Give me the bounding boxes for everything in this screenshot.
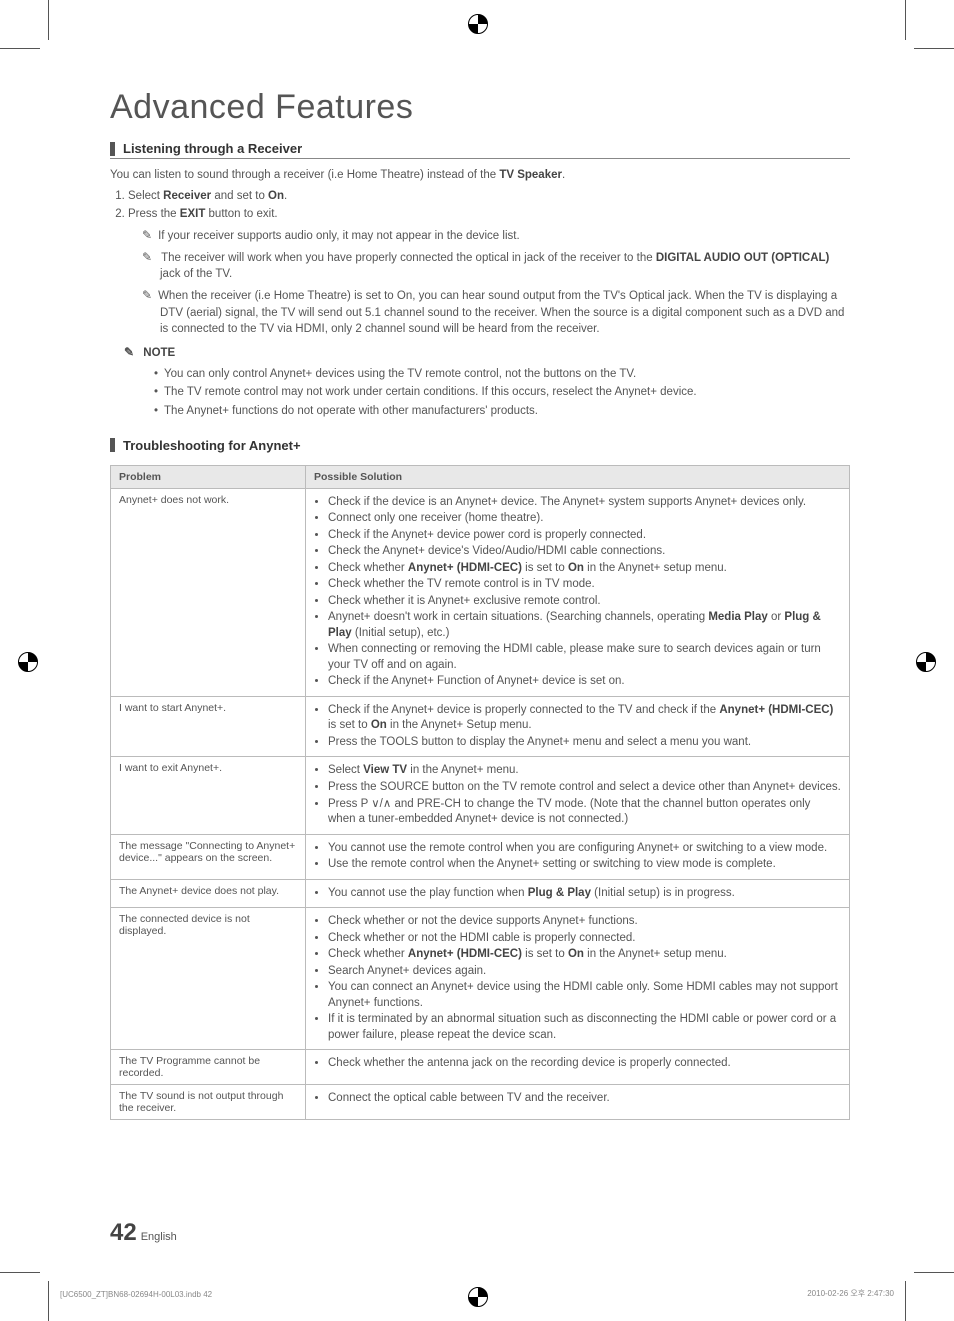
solution-item: You cannot use the play function when Pl… bbox=[328, 886, 841, 902]
solution-item: Search Anynet+ devices again. bbox=[328, 964, 841, 980]
table-row: I want to start Anynet+. Check if the Any… bbox=[111, 696, 850, 757]
solution-item: Check if the Anynet+ Function of Anynet+… bbox=[328, 674, 841, 690]
solution-cell: Check whether the antenna jack on the re… bbox=[306, 1050, 850, 1085]
problem-cell: The connected device is not displayed. bbox=[111, 908, 306, 1050]
solution-item: If it is terminated by an abnormal situa… bbox=[328, 1012, 841, 1043]
page-content: Advanced Features Listening through a Re… bbox=[110, 88, 850, 1120]
problem-cell: The message "Connecting to Anynet+ devic… bbox=[111, 834, 306, 879]
print-mark-bottom bbox=[468, 1287, 488, 1307]
receiver-notes: If your receiver supports audio only, it… bbox=[142, 227, 850, 338]
steps-list: Select Receiver and set to On. Press the… bbox=[110, 188, 850, 223]
table-row: The TV sound is not output through the r… bbox=[111, 1085, 850, 1120]
footer-filename: [UC6500_ZT]BN68-02694H-00L03.indb 42 bbox=[60, 1290, 212, 1299]
solution-item: Check the Anynet+ device's Video/Audio/H… bbox=[328, 544, 841, 560]
solution-item: You cannot use the remote control when y… bbox=[328, 841, 841, 857]
solution-item: Check if the Anynet+ device power cord i… bbox=[328, 528, 841, 544]
problem-cell: The TV sound is not output through the r… bbox=[111, 1085, 306, 1120]
solution-item: Check whether Anynet+ (HDMI-CEC) is set … bbox=[328, 947, 841, 963]
footer-timestamp: 2010-02-26 오후 2:47:30 bbox=[807, 1288, 894, 1299]
solution-item: Connect the optical cable between TV and… bbox=[328, 1091, 841, 1107]
solution-item: Check if the Anynet+ device is properly … bbox=[328, 703, 841, 734]
solution-cell: Check if the device is an Anynet+ device… bbox=[306, 488, 850, 696]
step-2: Press the EXIT button to exit. bbox=[128, 206, 850, 223]
problem-cell: The TV Programme cannot be recorded. bbox=[111, 1050, 306, 1085]
solution-item: Check whether or not the device supports… bbox=[328, 914, 841, 930]
solution-cell: Connect the optical cable between TV and… bbox=[306, 1085, 850, 1120]
table-row: The TV Programme cannot be recorded. Chec… bbox=[111, 1050, 850, 1085]
table-row: Anynet+ does not work. Check if the devic… bbox=[111, 488, 850, 696]
solution-item: Select View TV in the Anynet+ menu. bbox=[328, 763, 841, 779]
solution-item: Use the remote control when the Anynet+ … bbox=[328, 857, 841, 873]
page-number: 42English bbox=[110, 1219, 177, 1247]
solution-item: Press P ∨/∧ and PRE-CH to change the TV … bbox=[328, 797, 841, 828]
solution-item: Check whether Anynet+ (HDMI-CEC) is set … bbox=[328, 561, 841, 577]
intro-text: You can listen to sound through a receiv… bbox=[110, 167, 850, 184]
print-mark-left bbox=[18, 652, 38, 672]
section-troubleshoot-heading: Troubleshooting for Anynet+ bbox=[110, 438, 850, 455]
solution-item: Check whether the antenna jack on the re… bbox=[328, 1056, 841, 1072]
note-heading: NOTE bbox=[124, 344, 850, 362]
problem-cell: The Anynet+ device does not play. bbox=[111, 879, 306, 908]
print-mark-top bbox=[468, 14, 488, 34]
col-solution: Possible Solution bbox=[306, 465, 850, 488]
problem-cell: Anynet+ does not work. bbox=[111, 488, 306, 696]
solution-cell: Check if the Anynet+ device is properly … bbox=[306, 696, 850, 757]
table-row: The message "Connecting to Anynet+ devic… bbox=[111, 834, 850, 879]
solution-cell: You cannot use the remote control when y… bbox=[306, 834, 850, 879]
solution-cell: Select View TV in the Anynet+ menu.Press… bbox=[306, 757, 850, 834]
table-row: The Anynet+ device does not play. You can… bbox=[111, 879, 850, 908]
problem-cell: I want to exit Anynet+. bbox=[111, 757, 306, 834]
solution-cell: Check whether or not the device supports… bbox=[306, 908, 850, 1050]
note-c: When the receiver (i.e Home Theatre) is … bbox=[142, 287, 850, 338]
troubleshoot-table: Problem Possible Solution Anynet+ does n… bbox=[110, 465, 850, 1120]
note-a: If your receiver supports audio only, it… bbox=[142, 227, 850, 245]
solution-item: Check if the device is an Anynet+ device… bbox=[328, 495, 841, 511]
note-bullet-2: The TV remote control may not work under… bbox=[154, 384, 850, 401]
note-b: The receiver will work when you have pro… bbox=[142, 249, 850, 283]
solution-item: Anynet+ doesn't work in certain situatio… bbox=[328, 610, 841, 641]
solution-item: Connect only one receiver (home theatre)… bbox=[328, 511, 841, 527]
page-title: Advanced Features bbox=[110, 88, 850, 127]
table-row: The connected device is not displayed. Ch… bbox=[111, 908, 850, 1050]
note-bullet-3: The Anynet+ functions do not operate wit… bbox=[154, 403, 850, 420]
col-problem: Problem bbox=[111, 465, 306, 488]
solution-cell: You cannot use the play function when Pl… bbox=[306, 879, 850, 908]
solution-item: Check whether it is Anynet+ exclusive re… bbox=[328, 594, 841, 610]
note-bullet-1: You can only control Anynet+ devices usi… bbox=[154, 366, 850, 383]
solution-item: You can connect an Anynet+ device using … bbox=[328, 980, 841, 1011]
print-mark-right bbox=[916, 652, 936, 672]
section-listening-heading: Listening through a Receiver bbox=[110, 141, 850, 159]
solution-item: Check whether the TV remote control is i… bbox=[328, 577, 841, 593]
solution-item: Check whether or not the HDMI cable is p… bbox=[328, 931, 841, 947]
table-row: I want to exit Anynet+.Select View TV in… bbox=[111, 757, 850, 834]
solution-item: Press the TOOLS button to display the An… bbox=[328, 735, 841, 751]
note-bullets: You can only control Anynet+ devices usi… bbox=[154, 366, 850, 420]
problem-cell: I want to start Anynet+. bbox=[111, 696, 306, 757]
step-1: Select Receiver and set to On. bbox=[128, 188, 850, 205]
solution-item: Press the SOURCE button on the TV remote… bbox=[328, 780, 841, 796]
solution-item: When connecting or removing the HDMI cab… bbox=[328, 642, 841, 673]
